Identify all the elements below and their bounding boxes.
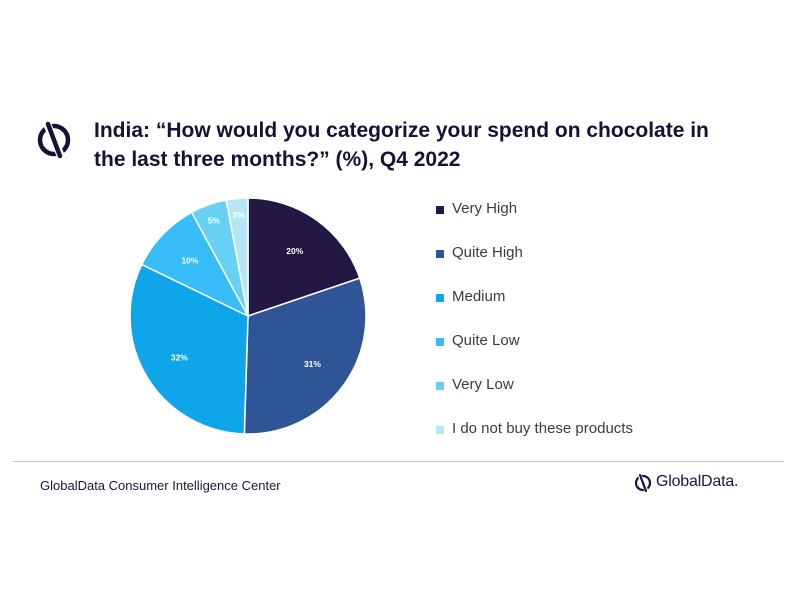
data-label-quite-low: 10% (181, 256, 198, 266)
legend-label: Very Low (452, 376, 514, 393)
brand-name: GlobalData. (656, 473, 739, 490)
legend-swatch (436, 426, 444, 434)
legend-swatch (436, 338, 444, 346)
legend-label: Quite High (452, 244, 523, 261)
legend-label: Very High (452, 200, 518, 217)
chart-title: India: “How would you categorize your sp… (94, 116, 774, 174)
globaldata-logo-icon (634, 471, 652, 495)
legend-item-very-high: Very High (436, 198, 776, 242)
legend-item-quite-high: Quite High (436, 242, 776, 286)
legend-swatch (436, 250, 444, 258)
source-credit: GlobalData Consumer Intelligence Center (40, 478, 281, 493)
footer-divider (12, 461, 784, 462)
pie-slice-quite-high (243, 277, 367, 435)
chart-title-line-1: India: “How would you categorize your sp… (94, 119, 709, 142)
data-label-very-high: 20% (286, 246, 303, 256)
legend-item-quite-low: Quite Low (436, 330, 776, 374)
legend-swatch (436, 382, 444, 390)
legend-item-medium: Medium (436, 286, 776, 330)
chart-legend: Very High Quite High Medium Quite Low Very L… (436, 198, 776, 462)
pie-slice-quite-low (140, 211, 250, 318)
legend-swatch (436, 206, 444, 214)
legend-swatch (436, 294, 444, 302)
pie-slice-medium (129, 263, 249, 435)
data-label-quite-high: 31% (304, 359, 321, 369)
chart-title-line-2: the last three months?” (%), Q4 2022 (94, 148, 461, 171)
legend-item-very-low: Very Low (436, 374, 776, 418)
data-label-very-low: 5% (208, 215, 221, 225)
pie-slice-i-do-not-buy-these-products (225, 197, 249, 317)
legend-label: Medium (452, 288, 506, 305)
data-label-i-do-not-buy-these-products: 3% (232, 210, 245, 220)
pie-slice-very-high (247, 197, 361, 318)
data-label-medium: 32% (171, 353, 188, 363)
pie-chart: 20% 31% 32% 10% 5% 3% (129, 197, 367, 435)
legend-label: I do not buy these products (452, 420, 633, 437)
legend-label: Quite Low (452, 332, 520, 349)
chart-header: India: “How would you categorize your sp… (36, 112, 776, 176)
legend-item-i-do-not-buy-these-products: I do not buy these products (436, 418, 776, 462)
globaldata-logo-icon (37, 117, 71, 163)
